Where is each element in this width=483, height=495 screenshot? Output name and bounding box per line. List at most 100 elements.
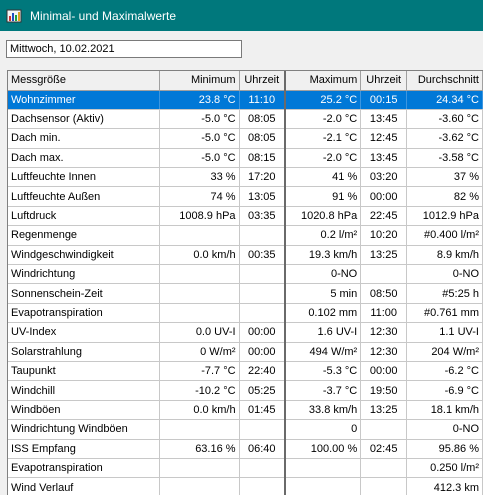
cell-average: 95.86 % — [406, 439, 483, 459]
cell-name: Wohnzimmer — [8, 90, 160, 110]
cell-minimum: 74 % — [159, 186, 240, 207]
cell-name: Regenmenge — [8, 225, 160, 246]
cell-average: 24.34 °C — [406, 90, 483, 110]
cell-max-time: 12:30 — [360, 342, 408, 362]
cell-name: Dach min. — [8, 128, 160, 149]
cell-average: 0-NO — [406, 419, 483, 440]
cell-name: Windrichtung — [8, 264, 160, 285]
table-row[interactable]: ISS Empfang 63.16 % 06:40 100.00 % 02:45 95.8… — [8, 439, 483, 459]
cell-maximum: 1.6 UV-I — [284, 322, 362, 343]
cell-minimum: 23.8 °C — [159, 90, 240, 110]
cell-minimum — [159, 477, 240, 495]
table-row[interactable]: Luftfeuchte Außen 74 % 13:05 91 % 00:00 82 % — [8, 186, 483, 207]
cell-average: -3.62 °C — [406, 128, 483, 149]
table-row[interactable]: Solarstrahlung 0 W/m² 00:00 494 W/m² 12:30 20… — [8, 342, 483, 362]
cell-max-time — [360, 264, 408, 285]
cell-max-time: 13:25 — [360, 400, 408, 421]
header-max-time[interactable]: Uhrzeit — [360, 71, 408, 91]
table-header: Messgröße Minimum Uhrzeit Maximum Uhrzei… — [8, 71, 483, 91]
cell-minimum — [159, 225, 240, 246]
cell-name: Windrichtung Windböen — [8, 419, 160, 440]
table-row[interactable]: Evapotranspiration 0.250 l/m² — [8, 458, 483, 479]
cell-name: Luftdruck — [8, 206, 160, 227]
cell-maximum: 41 % — [284, 167, 362, 188]
cell-average: 204 W/m² — [406, 342, 483, 362]
cell-maximum: 0-NO — [284, 264, 362, 285]
cell-minimum: -5.0 °C — [159, 148, 240, 169]
cell-maximum: 33.8 km/h — [284, 400, 362, 421]
cell-min-time: 05:25 — [239, 380, 286, 401]
cell-minimum — [159, 264, 240, 285]
cell-min-time: 01:45 — [239, 400, 286, 421]
table-row[interactable]: Luftdruck 1008.9 hPa 03:35 1020.8 hPa 22:45 1… — [8, 206, 483, 227]
table-row[interactable]: Wind Verlauf 412.3 km — [8, 477, 483, 495]
cell-min-time: 17:20 — [239, 167, 286, 188]
header-minimum[interactable]: Minimum — [159, 71, 240, 91]
values-table[interactable]: Messgröße Minimum Uhrzeit Maximum Uhrzei… — [7, 70, 483, 495]
table-row[interactable]: Evapotranspiration 0.102 mm 11:00 #0.761 mm — [8, 303, 483, 324]
cell-minimum — [159, 283, 240, 304]
table-row[interactable]: Taupunkt -7.7 °C 22:40 -5.3 °C 00:00 -6.2 °C — [8, 361, 483, 382]
table-row[interactable]: Windrichtung Windböen 0 0-NO — [8, 419, 483, 440]
table-row[interactable]: Luftfeuchte Innen 33 % 17:20 41 % 03:20 37 % — [8, 167, 483, 188]
cell-max-time: 00:00 — [360, 186, 408, 207]
cell-maximum: 100.00 % — [284, 439, 362, 459]
cell-maximum — [284, 458, 362, 479]
cell-maximum: 494 W/m² — [284, 342, 362, 362]
cell-average: 8.9 km/h — [406, 245, 483, 266]
cell-minimum: 0.0 UV-I — [159, 322, 240, 343]
table-row[interactable]: Windgeschwindigkeit 0.0 km/h 00:35 19.3 km/… — [8, 245, 483, 266]
cell-average: 18.1 km/h — [406, 400, 483, 421]
cell-min-time: 00:35 — [239, 245, 286, 266]
header-name[interactable]: Messgröße — [8, 71, 160, 91]
cell-maximum: -2.1 °C — [284, 128, 362, 149]
cell-min-time: 08:05 — [239, 109, 286, 130]
cell-average: 1012.9 hPa — [406, 206, 483, 227]
cell-average: #5:25 h — [406, 283, 483, 304]
cell-name: Dach max. — [8, 148, 160, 169]
cell-max-time: 00:15 — [360, 90, 408, 110]
cell-max-time — [360, 477, 408, 495]
cell-max-time: 10:20 — [360, 225, 408, 246]
cell-max-time: 13:25 — [360, 245, 408, 266]
cell-minimum: 63.16 % — [159, 439, 240, 459]
cell-average: 412.3 km — [406, 477, 483, 495]
cell-min-time: 00:00 — [239, 322, 286, 343]
cell-max-time: 02:45 — [360, 439, 408, 459]
table-row[interactable]: Windböen 0.0 km/h 01:45 33.8 km/h 13:25 18.1 … — [8, 400, 483, 421]
cell-maximum: 1020.8 hPa — [284, 206, 362, 227]
chart-app-icon[interactable] — [6, 8, 22, 24]
cell-maximum: -3.7 °C — [284, 380, 362, 401]
cell-name: Taupunkt — [8, 361, 160, 382]
table-row[interactable]: UV-Index 0.0 UV-I 00:00 1.6 UV-I 12:30 1.1 UV… — [8, 322, 483, 343]
cell-maximum: -5.3 °C — [284, 361, 362, 382]
cell-min-time: 11:10 — [239, 90, 286, 110]
table-row[interactable]: Regenmenge 0.2 l/m² 10:20 #0.400 l/m² — [8, 225, 483, 246]
cell-name: Luftfeuchte Innen — [8, 167, 160, 188]
table-row[interactable]: Dach max. -5.0 °C 08:15 -2.0 °C 13:45 -3.58 °… — [8, 148, 483, 169]
cell-name: UV-Index — [8, 322, 160, 343]
table-row[interactable]: Dach min. -5.0 °C 08:05 -2.1 °C 12:45 -3.62 °… — [8, 128, 483, 149]
cell-name: ISS Empfang — [8, 439, 160, 459]
header-maximum[interactable]: Maximum — [284, 71, 362, 91]
title-bar[interactable]: Minimal- und Maximalwerte — [0, 0, 483, 31]
cell-maximum: 25.2 °C — [284, 90, 362, 110]
cell-max-time: 08:50 — [360, 283, 408, 304]
cell-average: -3.60 °C — [406, 109, 483, 130]
table-row[interactable]: Sonnenschein-Zeit 5 min 08:50 #5:25 h — [8, 283, 483, 304]
cell-min-time — [239, 225, 286, 246]
cell-min-time: 22:40 — [239, 361, 286, 382]
table-row[interactable]: Windrichtung 0-NO 0-NO — [8, 264, 483, 285]
cell-minimum: 0 W/m² — [159, 342, 240, 362]
cell-max-time: 22:45 — [360, 206, 408, 227]
header-average[interactable]: Durchschnitt — [406, 71, 483, 91]
cell-minimum: -10.2 °C — [159, 380, 240, 401]
table-row[interactable]: Dachsensor (Aktiv) -5.0 °C 08:05 -2.0 °C 13:… — [8, 109, 483, 130]
cell-maximum: -2.0 °C — [284, 148, 362, 169]
table-row[interactable]: Wohnzimmer 23.8 °C 11:10 25.2 °C 00:15 24.34 … — [8, 90, 483, 110]
table-row[interactable]: Windchill -10.2 °C 05:25 -3.7 °C 19:50 -6.9 °… — [8, 380, 483, 401]
cell-max-time: 13:45 — [360, 109, 408, 130]
date-field[interactable]: Mittwoch, 10.02.2021 — [6, 40, 242, 58]
header-min-time[interactable]: Uhrzeit — [239, 71, 286, 91]
cell-name: Sonnenschein-Zeit — [8, 283, 160, 304]
